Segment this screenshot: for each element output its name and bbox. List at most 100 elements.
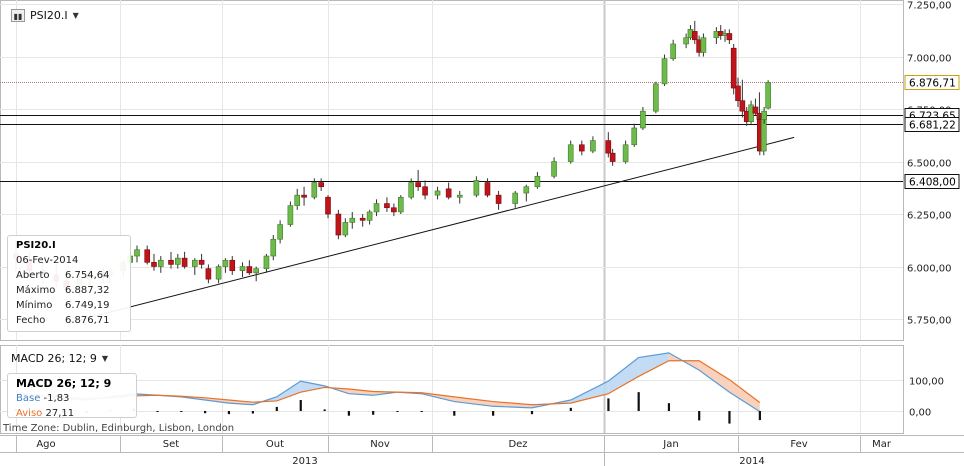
- macd-tooltip-title: MACD 26; 12; 9: [16, 377, 112, 390]
- bearish-candle[interactable]: [325, 195, 331, 219]
- bearish-candle[interactable]: [691, 20, 698, 44]
- indicator-selector[interactable]: MACD 26; 12; 9 ▼: [11, 352, 108, 365]
- candle-body: [205, 268, 212, 280]
- symbol-selector[interactable]: ▮▮ PSI20.I ▼: [11, 9, 79, 22]
- bullish-candle[interactable]: [158, 256, 164, 273]
- bullish-candle[interactable]: [512, 190, 519, 208]
- bullish-candle[interactable]: [215, 264, 222, 284]
- bearish-candle[interactable]: [335, 209, 342, 240]
- bearish-candle[interactable]: [735, 77, 741, 107]
- bullish-candle[interactable]: [765, 80, 771, 110]
- symbol-name: PSI20.I: [30, 9, 68, 22]
- bullish-candle[interactable]: [631, 123, 638, 147]
- bullish-candle[interactable]: [342, 218, 349, 238]
- candle-body: [384, 203, 390, 209]
- macd-histogram-bar: [347, 411, 350, 416]
- bullish-candle[interactable]: [239, 262, 246, 278]
- bearish-candle[interactable]: [384, 197, 390, 212]
- bullish-candle[interactable]: [397, 195, 404, 215]
- bearish-candle[interactable]: [318, 178, 324, 191]
- month-label: Nov: [370, 439, 390, 450]
- bullish-candle[interactable]: [373, 199, 380, 217]
- bearish-candle[interactable]: [205, 264, 212, 284]
- candle-body: [311, 182, 318, 198]
- candle-body: [735, 85, 741, 101]
- bearish-candle[interactable]: [246, 260, 253, 275]
- caret-down-icon[interactable]: ▼: [101, 354, 109, 363]
- macd-histogram-bar: [180, 411, 183, 412]
- caret-down-icon[interactable]: ▼: [72, 11, 79, 20]
- bearish-candle[interactable]: [422, 180, 428, 200]
- bullish-candle[interactable]: [534, 172, 541, 189]
- bearish-candle[interactable]: [730, 43, 737, 95]
- bullish-candle[interactable]: [253, 266, 259, 282]
- bearish-candle[interactable]: [752, 98, 759, 116]
- bullish-candle[interactable]: [434, 186, 441, 200]
- bullish-candle[interactable]: [761, 106, 767, 124]
- bullish-candle[interactable]: [349, 211, 356, 229]
- bullish-candle[interactable]: [622, 140, 629, 164]
- bullish-candle[interactable]: [192, 258, 198, 275]
- macd-histogram-bar: [492, 411, 495, 416]
- month-label: Out: [266, 439, 284, 450]
- price-tick-label: 7.250,00: [907, 1, 952, 12]
- price-label-text: 6.408,00: [909, 177, 956, 189]
- bullish-candle[interactable]: [263, 253, 270, 273]
- candle-body: [415, 182, 421, 188]
- candle-body: [590, 140, 596, 152]
- bullish-candle[interactable]: [287, 201, 294, 227]
- month-label: Mar: [872, 439, 892, 450]
- bullish-candle[interactable]: [683, 33, 689, 49]
- macd-base-value: -1,83: [43, 393, 70, 404]
- tooltip-row-open: Aberto 6.754,64: [16, 268, 122, 283]
- bullish-candle[interactable]: [222, 258, 229, 273]
- bullish-candle[interactable]: [270, 235, 277, 261]
- bullish-candle[interactable]: [653, 81, 659, 114]
- macd-fill-band: [608, 357, 639, 394]
- bearish-candle[interactable]: [484, 178, 491, 198]
- bullish-candle[interactable]: [661, 54, 668, 86]
- bullish-candle[interactable]: [277, 220, 283, 244]
- bearish-candle[interactable]: [739, 79, 746, 118]
- timezone-label: Time Zone: Dublin, Edinburgh, Lisbon, Lo…: [3, 423, 235, 434]
- bullish-candle[interactable]: [551, 157, 557, 179]
- bearish-candle[interactable]: [198, 253, 205, 269]
- bearish-candle[interactable]: [726, 29, 733, 44]
- bullish-candle[interactable]: [311, 178, 318, 200]
- bearish-candle[interactable]: [579, 140, 585, 156]
- bearish-candle[interactable]: [605, 132, 612, 158]
- bullish-candle[interactable]: [700, 33, 707, 57]
- bearish-candle[interactable]: [445, 182, 452, 200]
- bullish-candle[interactable]: [456, 190, 463, 204]
- bearish-candle[interactable]: [301, 186, 307, 206]
- bearish-candle[interactable]: [609, 148, 616, 166]
- bearish-candle[interactable]: [495, 190, 502, 210]
- candle-body: [456, 194, 463, 198]
- price-label-text: 6.681,22: [909, 120, 956, 132]
- bearish-candle[interactable]: [415, 169, 421, 191]
- bullish-candle[interactable]: [523, 184, 530, 202]
- bullish-candle[interactable]: [590, 136, 596, 154]
- bullish-candle[interactable]: [473, 176, 480, 198]
- bearish-candle[interactable]: [168, 251, 174, 269]
- tooltip-title: PSI20.I: [16, 240, 56, 251]
- macd-fill-band: [454, 396, 494, 407]
- bearish-candle[interactable]: [151, 253, 157, 271]
- bearish-candle[interactable]: [359, 214, 366, 227]
- bullish-candle[interactable]: [134, 245, 140, 263]
- bearish-candle[interactable]: [391, 203, 397, 217]
- bullish-candle[interactable]: [366, 209, 373, 225]
- bearish-candle[interactable]: [229, 256, 236, 275]
- bullish-candle[interactable]: [408, 178, 415, 200]
- bullish-candle[interactable]: [294, 188, 301, 210]
- bullish-candle[interactable]: [670, 39, 676, 61]
- candle-body: [287, 205, 294, 225]
- macd-histogram-bar: [758, 411, 761, 421]
- bullish-candle[interactable]: [640, 106, 646, 131]
- bullish-candle[interactable]: [567, 140, 574, 164]
- bearish-candle[interactable]: [181, 251, 188, 269]
- bearish-candle[interactable]: [144, 245, 150, 265]
- bullish-candle[interactable]: [175, 253, 181, 269]
- macd-histogram-bar: [372, 411, 375, 415]
